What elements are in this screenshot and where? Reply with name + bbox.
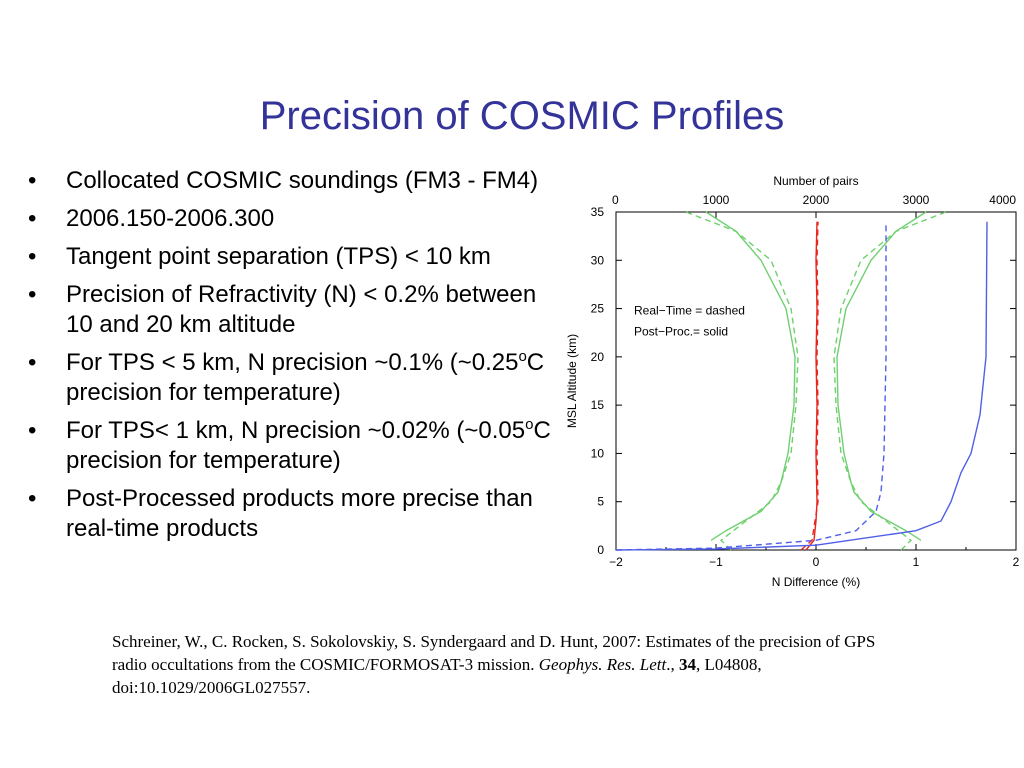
bullet-item: • For TPS< 1 km, N precision ~0.02% (~0.0… (28, 416, 568, 476)
x-axis-label: N Difference (%) (772, 575, 860, 589)
x-tick-label: −1 (709, 555, 723, 569)
x-tick-label: −2 (609, 555, 623, 569)
top-tick-label: 4000 (989, 193, 1016, 207)
y-tick-label: 25 (591, 302, 605, 316)
top-tick-label: 3000 (903, 193, 930, 207)
y-tick-label: 10 (591, 446, 605, 460)
x-tick-label: 2 (1013, 555, 1020, 569)
bullet-item: • For TPS < 5 km, N precision ~0.1% (~0.2… (28, 348, 568, 408)
bullet-dot: • (28, 167, 37, 194)
top-tick-label: 2000 (803, 193, 830, 207)
slide-title: Precision of COSMIC Profiles (259, 94, 785, 138)
y-tick-label: 35 (591, 205, 605, 219)
series-line-std-dashed (685, 211, 799, 551)
bullet-dot: • (28, 417, 37, 444)
bullet-text-end: C precision for temperature) (66, 349, 545, 406)
bullet-text-start: For TPS < 5 km, N precision ~0.1% (~0.25 (66, 349, 519, 376)
precision-chart: −2 −1 0 1 20 1000 2000 3000 400005101520253035N … (565, 174, 1020, 589)
bullet-dot: • (28, 243, 37, 270)
series-line-std-solid (836, 211, 927, 541)
series-line-std-dashed (833, 211, 947, 551)
legend-entry: Real−Time = dashed (634, 303, 745, 317)
citation-volume: 34 (678, 655, 696, 674)
y-axis-label: MSL Altitude (km) (565, 334, 579, 428)
citation-separator: ., (666, 655, 679, 674)
bullet-dot: • (28, 205, 37, 232)
y-tick-label: 20 (591, 350, 605, 364)
bullet-text-end: C precision for temperature) (66, 417, 551, 474)
y-tick-label: 5 (597, 495, 604, 509)
citation: Schreiner, W., C. Rocken, S. Sokolovskiy… (112, 630, 912, 699)
top-axis-label: Number of pairs (773, 174, 858, 188)
series-line-pairs-dashed (615, 221, 887, 551)
bullet-text: Tangent point separation (TPS) < 10 km (66, 243, 491, 270)
top-tick-label: 0 (612, 193, 619, 207)
bullet-text: Collocated COSMIC soundings (FM3 - FM4) (66, 167, 539, 194)
y-tick-label: 15 (591, 398, 605, 412)
y-tick-label: 30 (591, 253, 605, 267)
bullet-dot: • (28, 281, 37, 308)
citation-authors: Schreiner, W., C. Rocken, S. Sokolovskiy… (112, 632, 876, 674)
bullet-dot: • (28, 349, 37, 376)
bullet-text: 2006.150-2006.300 (66, 205, 275, 232)
series-line-std-solid (705, 211, 796, 541)
bullet-item: • Precision of Refractivity (N) < 0.2% be… (28, 280, 568, 340)
legend-entry: Post−Proc.= solid (634, 324, 728, 338)
bullet-text: Post-Processed products more precise tha… (66, 485, 533, 542)
citation-journal: Geophys. Res. Lett (538, 655, 667, 674)
bullet-dot: • (28, 485, 37, 512)
y-tick-label: 0 (597, 543, 604, 557)
series-line-mean-solid (805, 221, 818, 551)
x-tick-label: 1 (913, 555, 920, 569)
degree-superscript: o (525, 416, 534, 433)
citation-rest: , L04808, doi:10.1029/2006GL027557. (112, 655, 762, 697)
top-tick-label: 1000 (703, 193, 730, 207)
series-line-pairs-solid (615, 221, 988, 551)
bullet-list: • Collocated COSMIC soundings (FM3 - FM4)… (28, 166, 568, 552)
x-tick-label: 0 (813, 555, 820, 569)
bullet-item: • Tangent point separation (TPS) < 10 km (28, 242, 568, 272)
bullet-text-start: For TPS< 1 km, N precision ~0.02% (~0.05 (66, 417, 526, 444)
bullet-text: Precision of Refractivity (N) < 0.2% bet… (66, 281, 537, 338)
bullet-item: • Post-Processed products more precise th… (28, 484, 568, 544)
bullet-item: • Collocated COSMIC soundings (FM3 - FM4) (28, 166, 568, 196)
degree-superscript: o (518, 348, 527, 365)
series-line-mean-dashed (800, 221, 819, 551)
bullet-item: • 2006.150-2006.300 (28, 204, 568, 234)
